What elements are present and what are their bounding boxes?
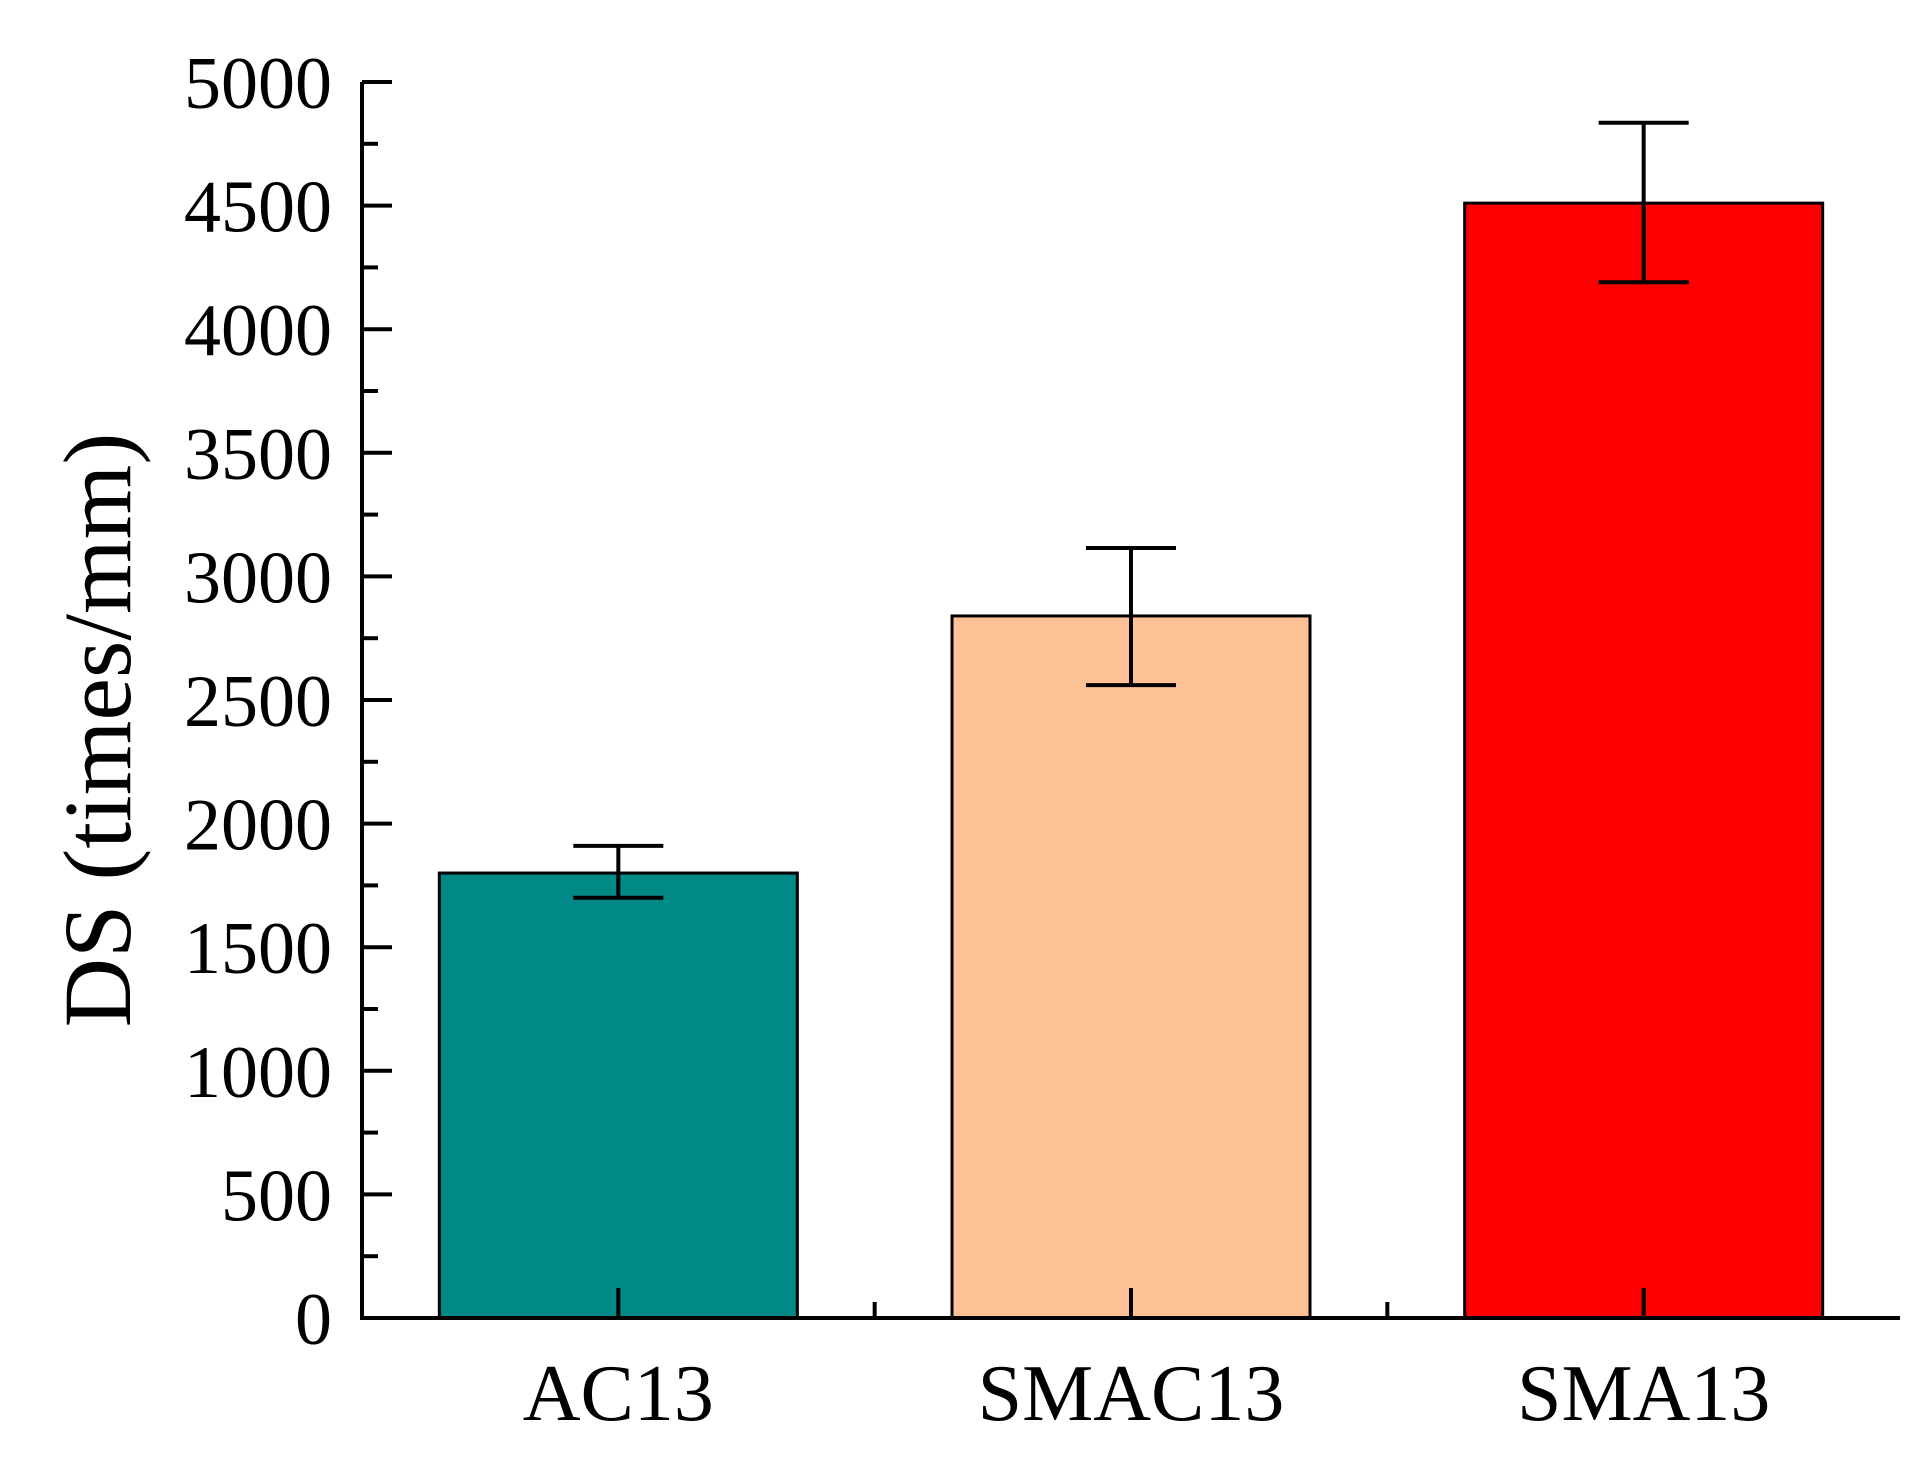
y-tick-label: 1500 (184, 908, 332, 990)
x-tick-label: SMAC13 (978, 1350, 1285, 1438)
x-tick-label: AC13 (523, 1350, 714, 1438)
x-axis-ticks: AC13 SMAC13 SMA13 (523, 1288, 1770, 1438)
bar-smac13 (950, 614, 1312, 1320)
bars (437, 201, 1825, 1320)
y-tick-label: 500 (221, 1155, 332, 1237)
bar-sma13 (1463, 201, 1825, 1320)
y-tick-label: 1000 (184, 1032, 332, 1114)
y-axis-ticks: 0 500 1000 1500 2000 2500 3000 3500 4000 4500 5000 (184, 43, 392, 1361)
y-tick-label: 2000 (184, 785, 332, 867)
x-tick-label: SMA13 (1517, 1350, 1770, 1438)
error-bars (573, 120, 1689, 900)
bar-ac13 (437, 871, 799, 1320)
y-tick-label: 4500 (184, 167, 332, 249)
y-tick-label: 2500 (184, 661, 332, 743)
y-tick-label: 0 (295, 1279, 332, 1361)
y-tick-label: 3000 (184, 537, 332, 619)
y-tick-label: 5000 (184, 43, 332, 125)
y-axis-title: DS (times/mm) (44, 433, 151, 1028)
y-tick-label: 3500 (184, 414, 332, 496)
y-tick-label: 4000 (184, 290, 332, 372)
